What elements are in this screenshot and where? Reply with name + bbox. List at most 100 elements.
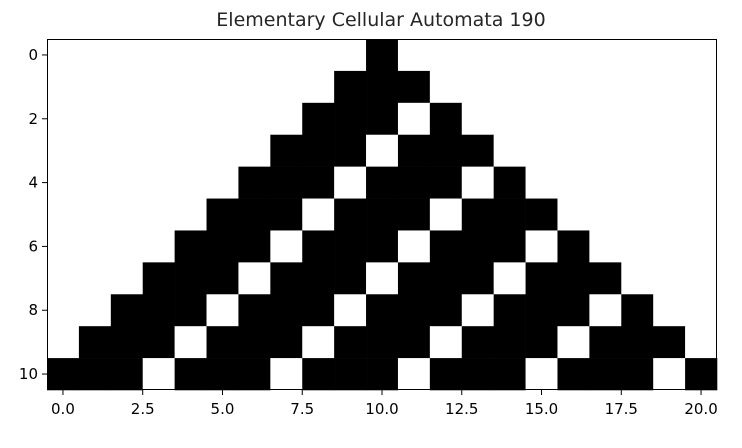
heatmap-cell <box>270 134 303 167</box>
heatmap-cell <box>525 39 558 72</box>
heatmap-cell <box>589 102 622 136</box>
heatmap-cell <box>429 102 463 136</box>
heatmap-cell <box>78 198 112 231</box>
heatmap-cell <box>589 134 622 167</box>
heatmap-cell <box>493 102 526 136</box>
heatmap-cell <box>78 166 112 199</box>
heatmap-cell <box>78 230 112 263</box>
heatmap-cell <box>493 358 526 391</box>
y-tick-label: 4 <box>28 174 38 192</box>
heatmap-cell <box>270 358 303 391</box>
heatmap-cell <box>206 230 239 263</box>
heatmap-cell <box>525 70 558 104</box>
heatmap-cell <box>366 262 399 295</box>
heatmap-cell <box>493 198 526 231</box>
heatmap-cell <box>621 262 654 295</box>
heatmap-cell <box>429 134 463 167</box>
heatmap-cell <box>174 102 207 136</box>
x-tick-label: 7.5 <box>290 400 314 418</box>
heatmap-cell <box>142 134 175 167</box>
heatmap-cell <box>238 230 271 263</box>
heatmap-cell <box>493 39 526 72</box>
heatmap-cell <box>653 102 686 136</box>
heatmap-cell <box>174 198 207 231</box>
heatmap-cell <box>334 326 367 359</box>
x-tick-label: 10.0 <box>365 400 398 418</box>
heatmap-cell <box>174 358 207 391</box>
heatmap-cell <box>557 134 590 167</box>
x-axis: 0.0 2.5 5.0 7.5 10.0 12.5 15.0 17.5 20.0 <box>51 390 718 418</box>
heatmap-cell <box>47 230 80 263</box>
heatmap-cell <box>110 39 144 72</box>
heatmap-cell <box>366 70 399 104</box>
heatmap-cell <box>589 230 622 263</box>
heatmap-cell <box>47 166 80 199</box>
x-tick-label: 0.0 <box>51 400 75 418</box>
heatmap-cell <box>238 102 271 136</box>
heatmap-cell <box>589 39 622 72</box>
heatmap-cell <box>238 326 271 359</box>
heatmap-cell <box>429 294 463 327</box>
heatmap-cell <box>589 198 622 231</box>
heatmap-cell <box>685 198 718 231</box>
heatmap-cell <box>525 358 558 391</box>
heatmap-cell <box>653 39 686 72</box>
heatmap-cell <box>142 70 175 104</box>
heatmap-cell <box>366 326 399 359</box>
heatmap-cell <box>142 102 175 136</box>
heatmap-cell <box>142 326 175 359</box>
heatmap-cell <box>525 166 558 199</box>
heatmap-cell <box>397 70 431 104</box>
y-axis: 0 2 4 6 8 10 <box>19 46 47 383</box>
heatmap-cell <box>302 70 335 104</box>
heatmap-cell <box>461 198 494 231</box>
heatmap-cell <box>397 294 431 327</box>
heatmap-cell <box>270 262 303 295</box>
heatmap-cell <box>270 70 303 104</box>
heatmap-cell <box>206 39 239 72</box>
heatmap-cell <box>110 166 144 199</box>
heatmap-cell <box>302 294 335 327</box>
heatmap-cell <box>685 39 718 72</box>
heatmap-cell <box>206 326 239 359</box>
heatmap-cell <box>334 262 367 295</box>
heatmap-cell <box>429 230 463 263</box>
heatmap-cell <box>47 39 80 72</box>
heatmap-cell <box>270 39 303 72</box>
heatmap-cell <box>47 294 80 327</box>
heatmap-cell <box>461 326 494 359</box>
heatmap-cell <box>525 102 558 136</box>
heatmap-cell <box>461 166 494 199</box>
heatmap-cell <box>238 294 271 327</box>
heatmap-cell <box>397 102 431 136</box>
heatmap-cell <box>334 39 367 72</box>
heatmap-cell <box>685 230 718 263</box>
heatmap-cell <box>206 70 239 104</box>
heatmap-cell <box>366 39 399 72</box>
heatmap-cell <box>621 198 654 231</box>
heatmap-cell <box>557 166 590 199</box>
heatmap-cell <box>47 198 80 231</box>
heatmap-cell <box>653 166 686 199</box>
heatmap-cell <box>557 39 590 72</box>
heatmap-cell <box>621 326 654 359</box>
heatmap-cell <box>366 102 399 136</box>
heatmap-cell <box>525 294 558 327</box>
heatmap-cell <box>557 326 590 359</box>
heatmap-cell <box>110 134 144 167</box>
heatmap-cell <box>174 70 207 104</box>
heatmap-cell <box>493 326 526 359</box>
heatmap-cell <box>557 294 590 327</box>
heatmap-cell <box>429 198 463 231</box>
heatmap-cell <box>238 166 271 199</box>
heatmap-cell <box>206 102 239 136</box>
heatmap-cell <box>653 134 686 167</box>
heatmap-cell <box>589 326 622 359</box>
heatmap-cell <box>685 326 718 359</box>
heatmap-cell <box>302 134 335 167</box>
heatmap-cell <box>366 358 399 391</box>
heatmap-cell <box>589 294 622 327</box>
heatmap-cell <box>429 358 463 391</box>
x-tick-label: 2.5 <box>131 400 155 418</box>
heatmap-cell <box>302 166 335 199</box>
